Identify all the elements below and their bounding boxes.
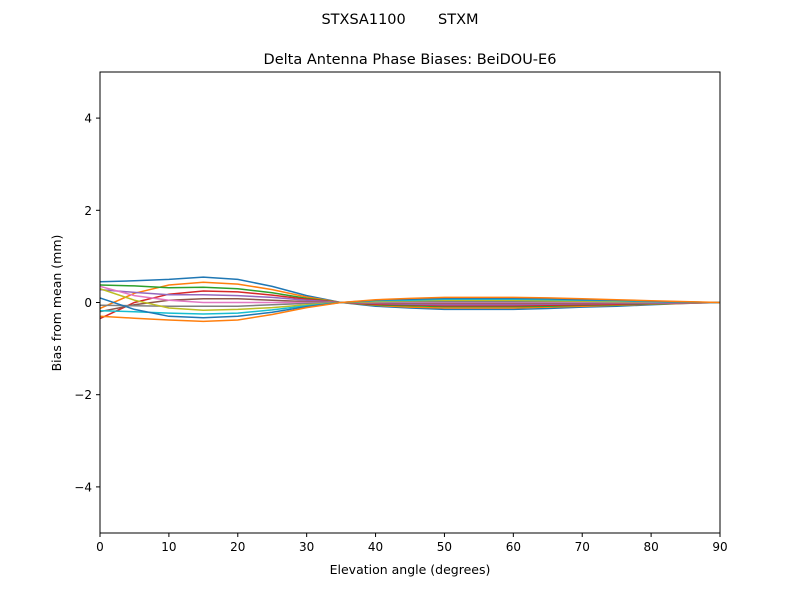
x-axis: 0 10 20 30 40 50 60 70 80 90 (96, 533, 728, 554)
y-axis-label: Bias from mean (mm) (49, 235, 64, 372)
y-axis: −4 −2 0 2 4 (74, 112, 100, 494)
series-line-az1 (100, 276, 720, 311)
x-tick-label: 90 (712, 540, 727, 554)
x-tick-label: 50 (437, 540, 452, 554)
x-tick-label: 70 (575, 540, 590, 554)
x-tick-label: 80 (643, 540, 658, 554)
y-tick-label: 4 (84, 112, 92, 126)
y-tick-label: 0 (84, 296, 92, 310)
y-tick-label: −2 (74, 388, 92, 402)
x-tick-label: 60 (506, 540, 521, 554)
x-axis-label: Elevation angle (degrees) (330, 562, 491, 577)
chart-suptitle: STXSA1100 STXM (321, 12, 478, 28)
series-lines (100, 276, 720, 323)
x-tick-label: 30 (299, 540, 314, 554)
y-tick-label: −4 (74, 480, 92, 494)
series-line-az12 (100, 296, 720, 323)
y-tick-label: 2 (84, 204, 92, 218)
x-tick-label: 0 (96, 540, 104, 554)
x-tick-label: 20 (230, 540, 245, 554)
x-tick-label: 40 (368, 540, 383, 554)
chart-title: Delta Antenna Phase Biases: BeiDOU-E6 (264, 52, 557, 68)
x-tick-label: 10 (161, 540, 176, 554)
